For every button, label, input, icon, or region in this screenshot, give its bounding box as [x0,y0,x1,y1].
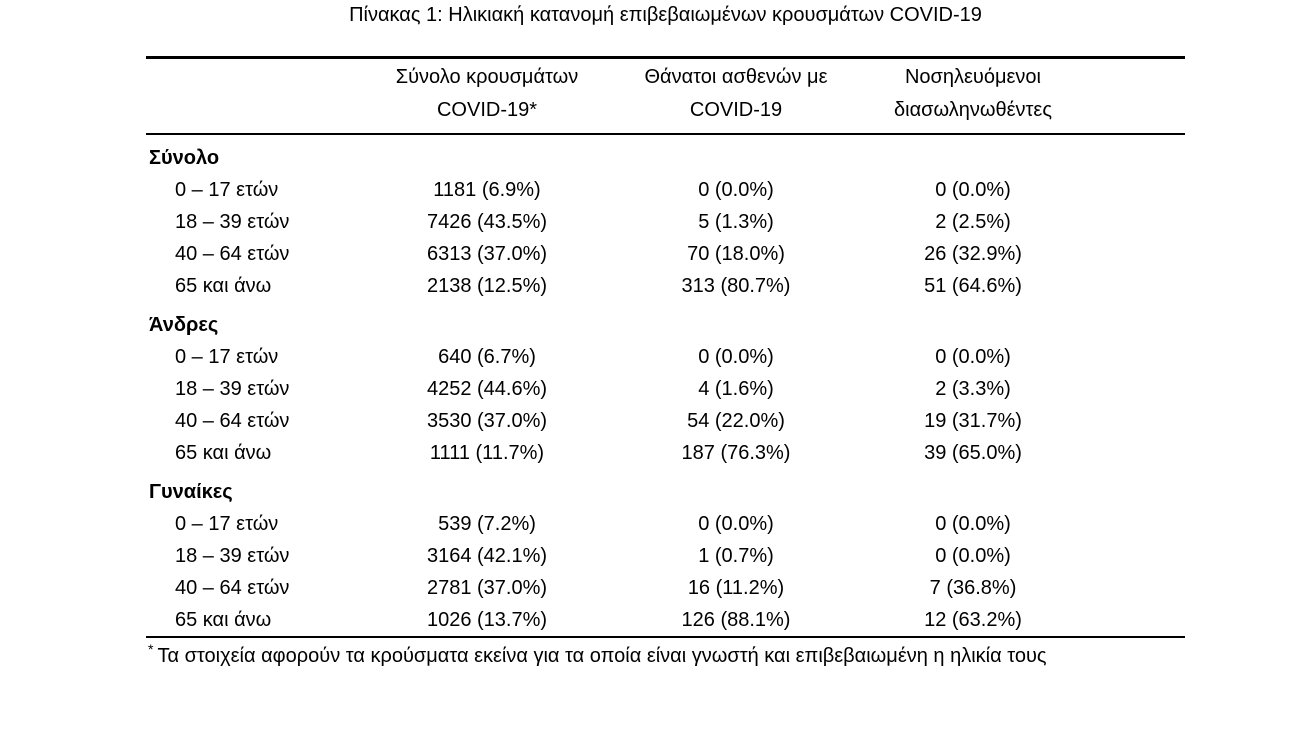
age-group-cell: 18 – 39 ετών [175,545,290,567]
section-label-women: Γυναίκες [149,481,233,503]
intubated-cell: 0 (0.0%) [935,179,1011,201]
spacer-cell [1078,540,1185,572]
table-row: 40 – 64 ετών 3530 (37.0%) 54 (22.0%) 19 … [146,405,1185,437]
table-row: 65 και άνω 1111 (11.7%) 187 (76.3%) 39 (… [146,437,1185,469]
intubated-cell: 0 (0.0%) [935,346,1011,368]
age-group-cell: 40 – 64 ετών [175,243,290,265]
cases-cell: 6313 (37.0%) [426,243,548,265]
deaths-cell: 5 (1.3%) [698,211,774,233]
cases-cell: 539 (7.2%) [438,513,536,535]
age-group-cell: 65 και άνω [175,275,272,297]
deaths-cell: 313 (80.7%) [681,275,791,297]
deaths-cell: 0 (0.0%) [698,179,774,201]
intubated-cell: 19 (31.7%) [924,410,1022,432]
spacer-cell [1078,341,1185,373]
cases-cell: 640 (6.7%) [438,346,536,368]
table-header: Σύνολο κρουσμάτων COVID-19* Θάνατοι ασθε… [146,57,1185,135]
age-group-cell: 0 – 17 ετών [175,179,279,201]
intubated-cell: 26 (32.9%) [924,243,1022,265]
spacer-cell [1078,508,1185,540]
intubated-cell: 51 (64.6%) [924,275,1022,297]
intubated-cell: 2 (3.3%) [935,378,1011,400]
column-header-deaths-line1: Θάνατοι ασθενών με [644,66,828,88]
table-row: 40 – 64 ετών 2781 (37.0%) 16 (11.2%) 7 (… [146,572,1185,604]
table-title: Πίνακας 1: Ηλικιακή κατανομή επιβεβαιωμέ… [349,4,982,26]
column-header-intubated-line1: Νοσηλευόμενοι [904,66,1041,88]
column-header-deaths: Θάνατοι ασθενών με COVID-19 [604,57,868,135]
footnote-text: Τα στοιχεία αφορούν τα κρούσματα εκείνα … [157,645,1047,667]
column-header-intubated: Νοσηλευόμενοι διασωληνωθέντες [868,57,1078,135]
spacer-cell [1078,238,1185,270]
age-group-cell: 0 – 17 ετών [175,346,279,368]
cases-cell: 1111 (11.7%) [429,442,545,464]
spacer-cell [1078,437,1185,469]
age-group-cell: 40 – 64 ετών [175,577,290,599]
table-row: 40 – 64 ετών 6313 (37.0%) 70 (18.0%) 26 … [146,238,1185,270]
spacer-cell [1078,174,1185,206]
deaths-cell: 54 (22.0%) [687,410,785,432]
spacer-cell [1078,604,1185,637]
age-group-cell: 0 – 17 ετών [175,513,279,535]
intubated-cell: 2 (2.5%) [935,211,1011,233]
table-row: 18 – 39 ετών 3164 (42.1%) 1 (0.7%) 0 (0.… [146,540,1185,572]
covid-age-distribution-table: Σύνολο κρουσμάτων COVID-19* Θάνατοι ασθε… [146,56,1185,638]
corner-cell [146,57,370,135]
cases-cell: 2138 (12.5%) [426,275,548,297]
table-row: 65 και άνω 1026 (13.7%) 126 (88.1%) 12 (… [146,604,1185,637]
cases-cell: 3164 (42.1%) [426,545,548,567]
column-header-cases: Σύνολο κρουσμάτων COVID-19* [370,57,604,135]
deaths-cell: 1 (0.7%) [698,545,774,567]
deaths-cell: 70 (18.0%) [687,243,785,265]
cases-cell: 1026 (13.7%) [426,609,548,631]
intubated-cell: 12 (63.2%) [924,609,1022,631]
spacer-cell [1078,270,1185,302]
column-header-deaths-line2: COVID-19 [689,99,783,121]
table-row: 65 και άνω 2138 (12.5%) 313 (80.7%) 51 (… [146,270,1185,302]
intubated-cell: 7 (36.8%) [929,577,1017,599]
cases-cell: 3530 (37.0%) [426,410,548,432]
column-header-intubated-line2: διασωληνωθέντες [894,99,1052,121]
cases-cell: 7426 (43.5%) [426,211,548,233]
deaths-cell: 0 (0.0%) [698,346,774,368]
section-row-total: Σύνολο [146,134,1185,174]
intubated-cell: 0 (0.0%) [935,545,1011,567]
footnote-asterisk: * [148,641,154,657]
section-row-women: Γυναίκες [146,469,1185,508]
age-group-cell: 40 – 64 ετών [175,410,290,432]
table-footnote: * Τα στοιχεία αφορούν τα κρούσματα εκείνα… [148,641,1198,670]
section-label-men: Άνδρες [149,314,219,336]
table-row: 0 – 17 ετών 640 (6.7%) 0 (0.0%) 0 (0.0%) [146,341,1185,373]
table-row: 18 – 39 ετών 7426 (43.5%) 5 (1.3%) 2 (2.… [146,206,1185,238]
table-row: 18 – 39 ετών 4252 (44.6%) 4 (1.6%) 2 (3.… [146,373,1185,405]
spacer-cell [1078,572,1185,604]
age-group-cell: 18 – 39 ετών [175,211,290,233]
age-group-cell: 18 – 39 ετών [175,378,290,400]
column-header-cases-line2: COVID-19* [436,99,538,121]
table-row: 0 – 17 ετών 1181 (6.9%) 0 (0.0%) 0 (0.0%… [146,174,1185,206]
table-row: 0 – 17 ετών 539 (7.2%) 0 (0.0%) 0 (0.0%) [146,508,1185,540]
intubated-cell: 39 (65.0%) [924,442,1022,464]
intubated-cell: 0 (0.0%) [935,513,1011,535]
cases-cell: 4252 (44.6%) [426,378,548,400]
spacer-cell [1078,405,1185,437]
cases-cell: 2781 (37.0%) [426,577,548,599]
deaths-cell: 0 (0.0%) [698,513,774,535]
deaths-cell: 16 (11.2%) [687,577,785,599]
deaths-cell: 187 (76.3%) [681,442,791,464]
header-row: Σύνολο κρουσμάτων COVID-19* Θάνατοι ασθε… [146,57,1185,135]
section-label-total: Σύνολο [149,147,220,169]
section-row-men: Άνδρες [146,302,1185,341]
cases-cell: 1181 (6.9%) [433,179,541,201]
spacer-cell [1078,57,1185,135]
deaths-cell: 126 (88.1%) [681,609,791,631]
column-header-cases-line1: Σύνολο κρουσμάτων [395,66,579,88]
age-group-cell: 65 και άνω [175,609,272,631]
table-body: Σύνολο 0 – 17 ετών 1181 (6.9%) 0 (0.0%) … [146,134,1185,637]
spacer-cell [1078,373,1185,405]
deaths-cell: 4 (1.6%) [698,378,774,400]
spacer-cell [1078,206,1185,238]
age-group-cell: 65 και άνω [175,442,272,464]
